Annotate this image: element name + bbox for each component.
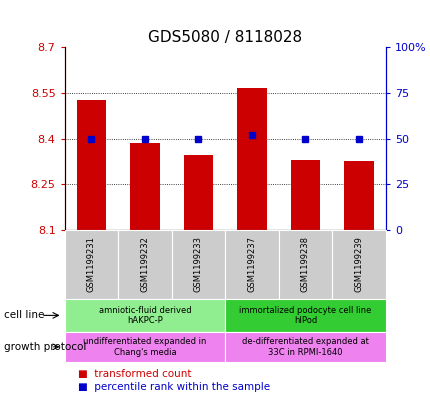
Bar [237, 88, 266, 230]
Bar [344, 162, 373, 230]
Text: ■  transformed count: ■ transformed count [77, 369, 190, 379]
Bar [290, 160, 319, 230]
Bar [77, 101, 106, 230]
Text: GSM1199237: GSM1199237 [247, 236, 256, 292]
Text: ■  percentile rank within the sample: ■ percentile rank within the sample [77, 382, 269, 392]
Title: GDS5080 / 8118028: GDS5080 / 8118028 [148, 29, 301, 44]
Text: GSM1199239: GSM1199239 [353, 236, 362, 292]
Text: de-differentiated expanded at
33C in RPMI-1640: de-differentiated expanded at 33C in RPM… [242, 337, 368, 356]
Bar [130, 143, 159, 230]
Bar [183, 155, 213, 230]
Text: undifferentiated expanded in
Chang's media: undifferentiated expanded in Chang's med… [83, 337, 206, 356]
Text: GSM1199238: GSM1199238 [300, 236, 309, 292]
Text: amniotic-fluid derived
hAKPC-P: amniotic-fluid derived hAKPC-P [98, 306, 191, 325]
Text: growth protocol: growth protocol [4, 342, 86, 352]
Text: immortalized podocyte cell line
hIPod: immortalized podocyte cell line hIPod [239, 306, 371, 325]
Text: GSM1199231: GSM1199231 [87, 236, 96, 292]
Text: GSM1199232: GSM1199232 [140, 236, 149, 292]
Text: cell line: cell line [4, 310, 45, 320]
Text: GSM1199233: GSM1199233 [194, 236, 203, 292]
